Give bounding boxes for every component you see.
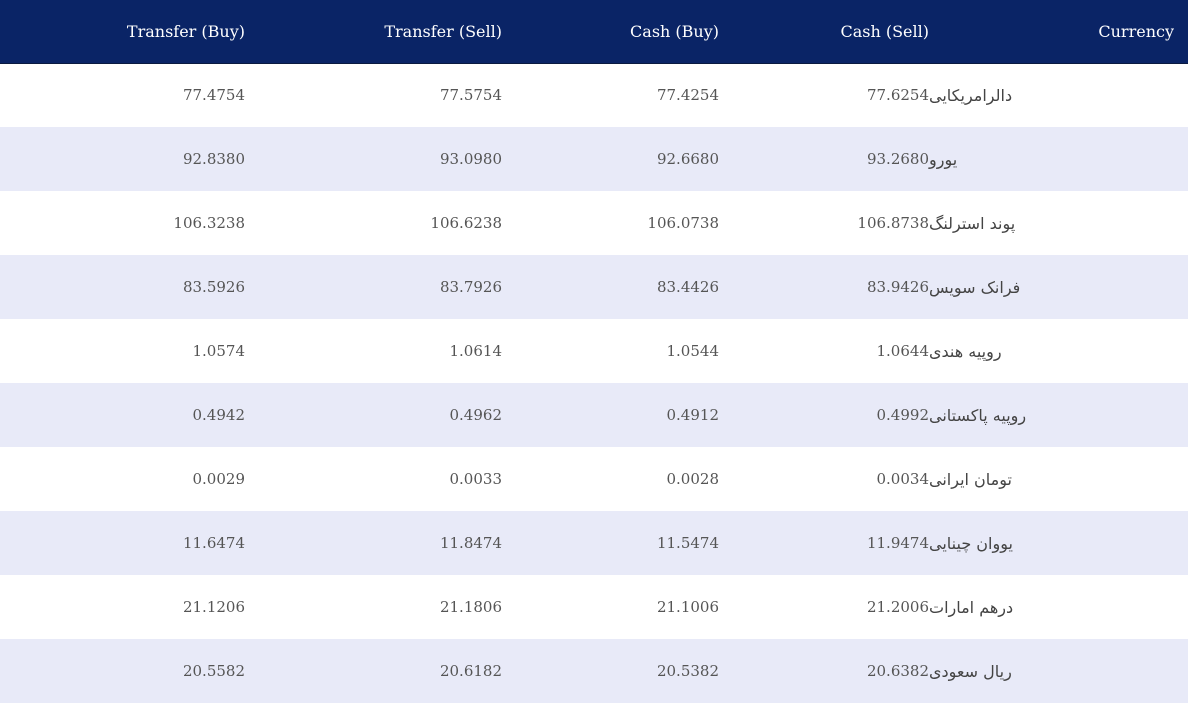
currency-cell: ریال سعودی (929, 661, 1012, 681)
table-body: 77.4754 77.5754 77.4254 77.6254 دالرامری… (0, 63, 1188, 703)
cash-sell-cell: 83.9426 (866, 278, 929, 296)
table-row: 106.3238 106.6238 106.0738 106.8738 پوند… (0, 191, 1188, 255)
cash-sell-cell: 11.9474 (866, 534, 929, 552)
transfer-sell-cell: 83.7926 (439, 278, 502, 296)
transfer-sell-cell: 20.6182 (439, 662, 502, 680)
table-header: Transfer (Buy) Transfer (Sell) Cash (Buy… (0, 0, 1188, 64)
cash-sell-cell: 20.6382 (866, 662, 929, 680)
header-transfer-buy: Transfer (Buy) (0, 0, 245, 64)
transfer-buy-cell: 1.0574 (192, 342, 246, 360)
table-row: 0.0029 0.0033 0.0028 0.0034 تومان ایرانی (0, 447, 1188, 511)
cash-buy-cell: 21.1006 (656, 598, 719, 616)
transfer-buy-cell: 106.3238 (173, 214, 245, 232)
table-row: 20.5582 20.6182 20.5382 20.6382 ریال سعو… (0, 639, 1188, 703)
cash-buy-cell: 92.6680 (656, 150, 719, 168)
cash-buy-cell: 1.0544 (666, 342, 720, 360)
cash-buy-cell: 106.0738 (647, 214, 719, 232)
table-row: 92.8380 93.0980 92.6680 93.2680 یورو (0, 127, 1188, 191)
cash-sell-cell: 0.4992 (876, 406, 930, 424)
table-row: 21.1206 21.1806 21.1006 21.2006 درهم اما… (0, 575, 1188, 639)
header-row: Transfer (Buy) Transfer (Sell) Cash (Buy… (0, 0, 1188, 64)
transfer-sell-cell: 0.0033 (449, 470, 503, 488)
transfer-sell-cell: 106.6238 (430, 214, 502, 232)
header-cash-sell: Cash (Sell) (719, 0, 929, 64)
transfer-sell-cell: 0.4962 (449, 406, 503, 424)
cash-buy-cell: 0.4912 (666, 406, 720, 424)
currency-cell: تومان ایرانی (929, 469, 1012, 489)
transfer-buy-cell: 92.8380 (182, 150, 245, 168)
currency-cell: یووان چینایی (929, 533, 1013, 553)
cash-sell-cell: 93.2680 (866, 150, 929, 168)
currency-cell: پوند استرلنگ (929, 213, 1016, 233)
currency-cell: روپیه هندی (929, 341, 1002, 361)
cash-sell-cell: 106.8738 (857, 214, 929, 232)
transfer-sell-cell: 77.5754 (439, 86, 502, 105)
transfer-sell-cell: 1.0614 (449, 342, 503, 360)
currency-cell: درهم امارات (929, 597, 1014, 617)
table-row: 11.6474 11.8474 11.5474 11.9474 یووان چی… (0, 511, 1188, 575)
cash-buy-cell: 20.5382 (656, 662, 719, 680)
header-transfer-sell: Transfer (Sell) (245, 0, 502, 64)
transfer-sell-cell: 11.8474 (439, 534, 502, 552)
cash-buy-cell: 77.4254 (656, 86, 719, 105)
cash-buy-cell: 11.5474 (656, 534, 719, 552)
transfer-buy-cell: 0.4942 (192, 406, 246, 424)
cash-sell-cell: 1.0644 (876, 342, 930, 360)
transfer-sell-cell: 93.0980 (439, 150, 502, 168)
cash-buy-cell: 83.4426 (656, 278, 719, 296)
table-row: 83.5926 83.7926 83.4426 83.9426 فرانک سو… (0, 255, 1188, 319)
header-cash-buy: Cash (Buy) (502, 0, 719, 64)
cash-sell-cell: 21.2006 (866, 598, 929, 616)
cash-buy-cell: 0.0028 (666, 470, 720, 488)
transfer-buy-cell: 20.5582 (182, 662, 245, 680)
transfer-buy-cell: 83.5926 (182, 278, 245, 296)
transfer-buy-cell: 21.1206 (182, 598, 245, 616)
cash-sell-cell: 0.0034 (876, 470, 930, 488)
transfer-sell-cell: 21.1806 (439, 598, 502, 616)
currency-cell: یورو (929, 149, 958, 169)
transfer-buy-cell: 0.0029 (192, 470, 246, 488)
cash-sell-cell: 77.6254 (866, 86, 929, 105)
table-row: 0.4942 0.4962 0.4912 0.4992 روپیه پاکستا… (0, 383, 1188, 447)
table-row: 1.0574 1.0614 1.0544 1.0644 روپیه هندی (0, 319, 1188, 383)
header-currency: Currency (929, 0, 1188, 64)
transfer-buy-cell: 77.4754 (182, 86, 245, 105)
table-row: 77.4754 77.5754 77.4254 77.6254 دالرامری… (0, 63, 1188, 127)
currency-cell: فرانک سویس (929, 277, 1021, 297)
transfer-buy-cell: 11.6474 (182, 534, 245, 552)
currency-cell: دالرامریکایی (929, 85, 1013, 105)
currency-cell: روپیه پاکستانی (929, 405, 1027, 425)
